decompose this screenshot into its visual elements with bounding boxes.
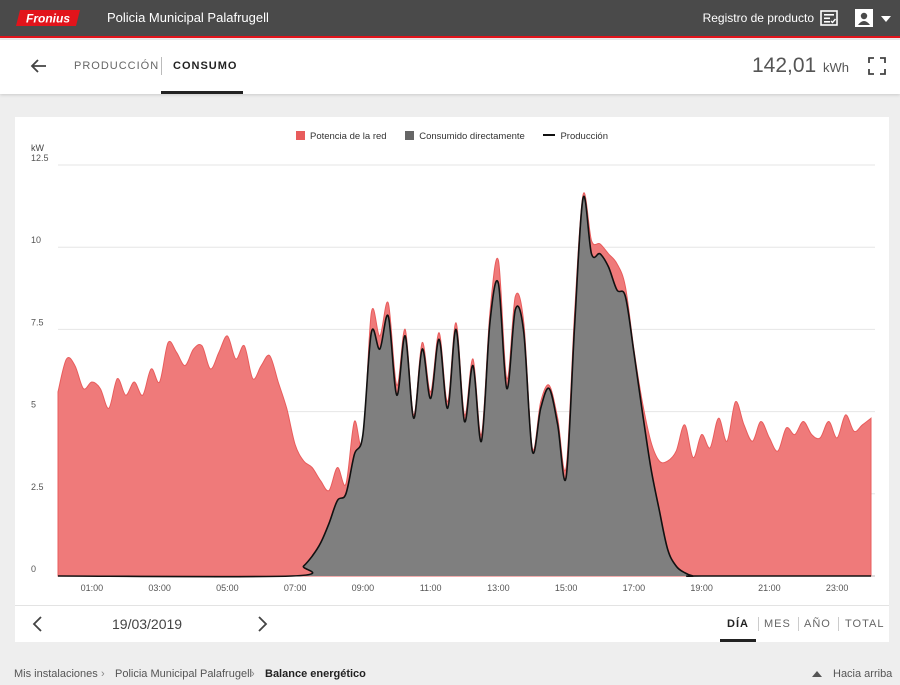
date-navigation: 19/03/2019 DÍA MES AÑO TOTAL [15, 605, 889, 642]
user-icon[interactable] [855, 9, 873, 27]
total-energy-unit: kWh [823, 60, 849, 75]
breadcrumb-installation[interactable]: Policia Municipal Palafrugell [115, 668, 252, 680]
arrow-up-icon[interactable] [812, 671, 822, 677]
x-tick-label: 23:00 [826, 583, 849, 593]
period-divider [758, 617, 759, 631]
caret-down-icon[interactable] [881, 16, 891, 22]
legend-label: Potencia de la red [309, 131, 387, 142]
next-day-icon[interactable] [255, 616, 269, 632]
y-tick-label: 10 [31, 235, 41, 245]
breadcrumb-separator: › [101, 668, 105, 680]
period-day[interactable]: DÍA [727, 618, 749, 630]
x-tick-label: 01:00 [81, 583, 104, 593]
x-tick-label: 03:00 [148, 583, 171, 593]
y-tick-label: 12.5 [31, 153, 49, 163]
installation-title: Policia Municipal Palafrugell [107, 10, 269, 25]
y-tick-label: 7.5 [31, 317, 44, 327]
period-year[interactable]: AÑO [804, 618, 831, 630]
active-tab-indicator [161, 91, 243, 94]
top-bar: Fronius Policia Municipal Palafrugell Re… [0, 0, 900, 38]
chart-card: 0 2.5 5 7.5 10 12.5 01:00 03:00 05:00 07:00 09:00… [15, 117, 889, 642]
breadcrumb-current-page: Balance energético [265, 668, 366, 680]
x-tick-label: 07:00 [284, 583, 307, 593]
active-period-indicator [720, 639, 756, 642]
x-tick-label: 21:00 [758, 583, 781, 593]
back-arrow-icon[interactable] [30, 57, 48, 75]
scroll-to-top-link[interactable]: Hacia arriba [833, 668, 893, 680]
x-tick-label: 15:00 [555, 583, 578, 593]
x-tick-label: 19:00 [690, 583, 713, 593]
legend-item-production[interactable]: Producción [543, 131, 608, 142]
legend-swatch-direct-consumption [405, 131, 415, 140]
legend-swatch-production [543, 134, 556, 136]
y-tick-label: 0 [31, 564, 36, 574]
period-month[interactable]: MES [764, 618, 791, 630]
legend-label: Producción [560, 131, 608, 142]
logo-text: Fronius [26, 12, 70, 26]
x-tick-label: 09:00 [352, 583, 375, 593]
x-tick-label: 13:00 [487, 583, 510, 593]
legend-label: Consumido directamente [419, 131, 525, 142]
breadcrumb-separator: › [251, 668, 255, 680]
tab-production[interactable]: PRODUCCIÓN [74, 60, 160, 72]
y-tick-label: 2.5 [31, 482, 44, 492]
legend-item-grid-power[interactable]: Potencia de la red [295, 131, 387, 142]
energy-chart: 0 2.5 5 7.5 10 12.5 01:00 03:00 05:00 07:00 09:00… [31, 143, 875, 593]
series-area-direct-consumption [58, 196, 871, 577]
sub-header: PRODUCCIÓN CONSUMO 142,01 kWh [0, 40, 900, 94]
y-tick-label: 5 [31, 400, 36, 410]
x-tick-label: 05:00 [216, 583, 239, 593]
previous-day-icon[interactable] [31, 616, 45, 632]
x-tick-label: 17:00 [623, 583, 646, 593]
product-registration-link[interactable]: Registro de producto [702, 11, 814, 25]
product-registration-icon[interactable] [820, 9, 838, 27]
x-tick-label: 11:00 [420, 583, 442, 593]
fullscreen-icon[interactable] [868, 57, 886, 75]
total-energy-value: 142,01 [752, 54, 817, 77]
chart-legend: Potencia de la red Consumido directament… [15, 131, 889, 142]
legend-swatch-grid-power [295, 131, 305, 140]
footer: Mis instalaciones › Policia Municipal Pa… [0, 660, 900, 685]
legend-item-direct-consumption[interactable]: Consumido directamente [405, 131, 525, 142]
period-total[interactable]: TOTAL [845, 618, 885, 630]
period-divider [838, 617, 839, 631]
tab-consumption[interactable]: CONSUMO [173, 60, 238, 72]
series-line-production [57, 195, 871, 578]
period-divider [798, 617, 799, 631]
fronius-logo[interactable]: Fronius [14, 9, 82, 27]
y-axis-unit: kW [31, 143, 45, 153]
breadcrumb-my-installations[interactable]: Mis instalaciones [14, 668, 98, 680]
current-date[interactable]: 19/03/2019 [112, 616, 183, 632]
tab-divider [161, 57, 162, 75]
